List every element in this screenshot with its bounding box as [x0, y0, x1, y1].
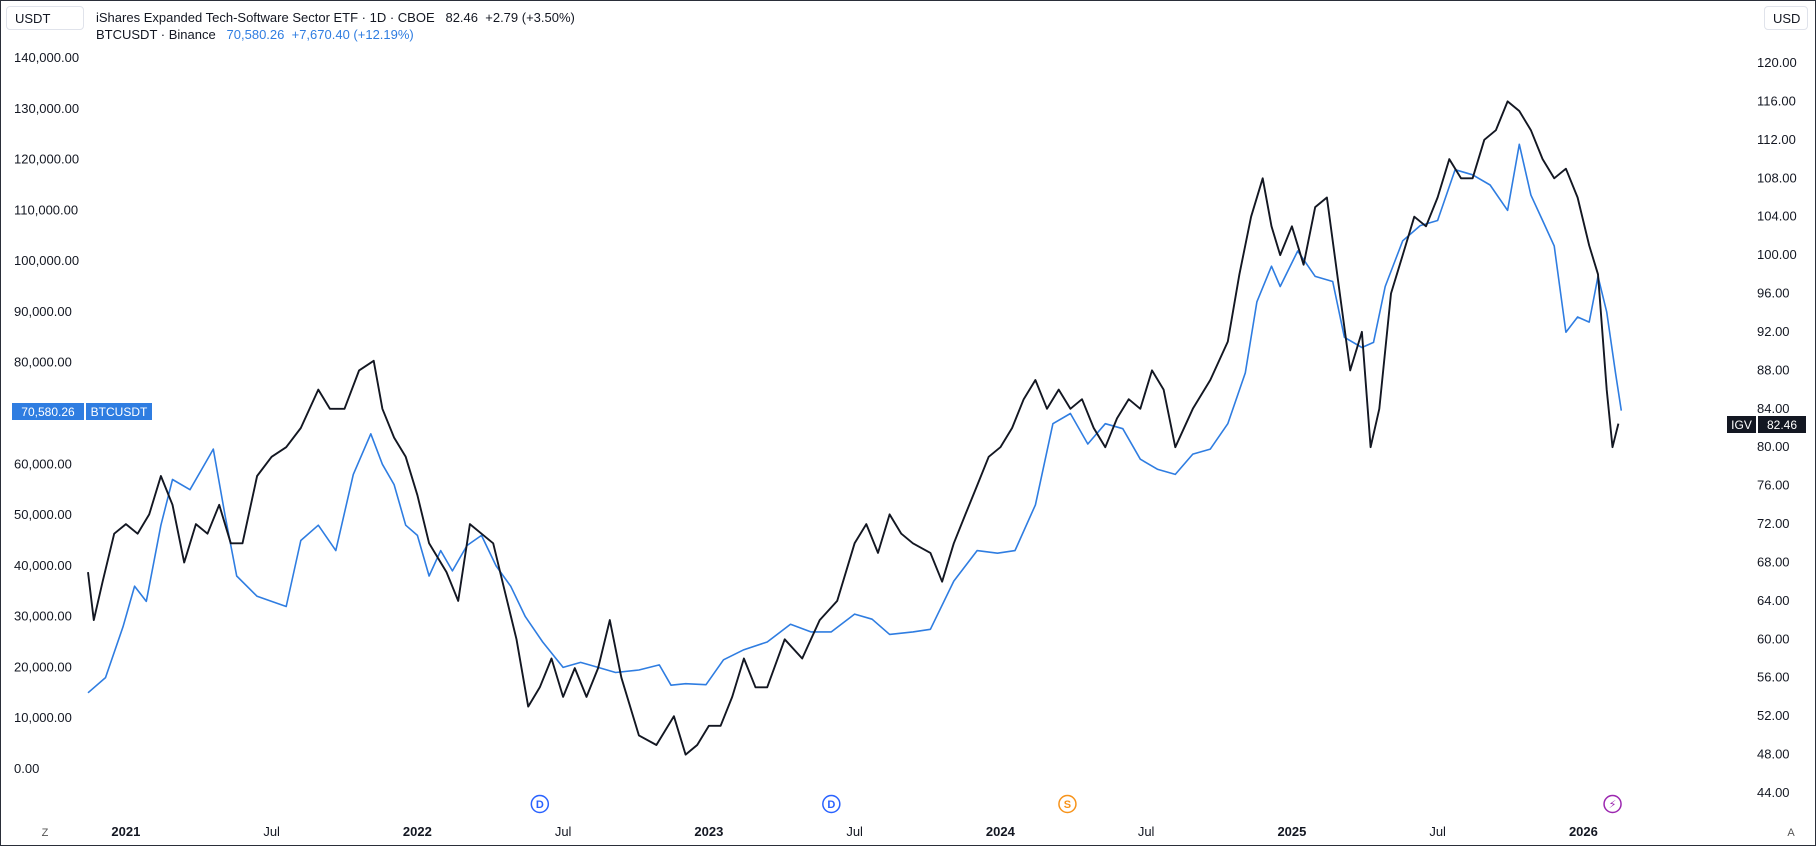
- right-axis-tick-label: 96.00: [1757, 286, 1790, 301]
- event-marker-letter: S: [1064, 799, 1071, 811]
- right-axis-tick-label: 88.00: [1757, 362, 1790, 377]
- right-axis-tick-label: 84.00: [1757, 401, 1790, 416]
- time-axis-tick-label: 2026: [1569, 824, 1598, 839]
- right-axis-tick-label: 48.00: [1757, 747, 1790, 762]
- left-axis-tick-label: 120,000.00: [14, 152, 79, 167]
- time-axis-tick-label: 2024: [986, 824, 1016, 839]
- btc-price-tag-value: 70,580.26: [21, 405, 75, 419]
- right-axis-tick-label: 44.00: [1757, 785, 1790, 800]
- legend-igv-price: 82.46: [445, 10, 479, 25]
- right-axis-tick-label: 52.00: [1757, 708, 1790, 723]
- btc-price-tag-box: [12, 403, 84, 420]
- igv-price-tag-label: IGV: [1731, 418, 1752, 432]
- legend-igv-title: iShares Expanded Tech-Software Sector ET…: [96, 10, 435, 25]
- time-axis-tick-label: Jul: [846, 824, 863, 839]
- right-axis-tick-label: 68.00: [1757, 554, 1790, 569]
- left-axis-tick-label: 90,000.00: [14, 304, 72, 319]
- legend-btcusdt-price: 70,580.26: [226, 27, 285, 42]
- event-marker-letter: ⚡: [1609, 799, 1617, 811]
- series-line-igv[interactable]: [87, 100, 1620, 756]
- event-marker-circle: [822, 794, 841, 814]
- right-axis-tick-label: 104.00: [1757, 209, 1797, 224]
- time-axis-tick-label: Jul: [1138, 824, 1155, 839]
- right-axis-tick-label: 92.00: [1757, 324, 1790, 339]
- right-axis-tick-label: 76.00: [1757, 478, 1790, 493]
- event-marker[interactable]: D: [822, 794, 841, 814]
- event-marker[interactable]: D: [530, 794, 550, 814]
- event-marker-letter: D: [536, 799, 544, 811]
- left-axis-tick-label: 0.00: [14, 761, 39, 776]
- legend-igv-change: +2.79 (+3.50%): [485, 10, 575, 25]
- event-marker[interactable]: S: [1058, 794, 1077, 814]
- right-currency-selector[interactable]: USD: [1764, 6, 1808, 30]
- left-axis-tick-label: 60,000.00: [14, 456, 72, 471]
- series-layer: [87, 100, 1623, 756]
- series-line-btcusdt[interactable]: [87, 143, 1623, 694]
- legend-btcusdt-change: +7,670.40 (+12.19%): [291, 27, 414, 42]
- right-axis-tick-label: 64.00: [1757, 593, 1790, 608]
- time-axis-tick-label: Jul: [263, 824, 280, 839]
- left-price-axis[interactable]: 140,000.00 130,000.00 120,000.00 110,000.00…: [14, 50, 79, 776]
- legend-igv[interactable]: iShares Expanded Tech-Software Sector ET…: [96, 10, 575, 25]
- event-marker-circle: [530, 794, 550, 814]
- left-axis-tick-label: 50,000.00: [14, 507, 72, 522]
- btc-price-tag-label: BTCUSDT: [91, 405, 148, 419]
- timezone-button[interactable]: Z: [41, 827, 49, 839]
- right-price-axis[interactable]: 120.00 116.00 112.00 108.00 104.00 100.00 96.0…: [1757, 55, 1797, 800]
- legend-btcusdt[interactable]: BTCUSDT · Binance 70,580.26 +7,670.40 (+…: [96, 27, 414, 42]
- left-axis-tick-label: 20,000.00: [14, 659, 72, 674]
- left-axis-tick-label: 30,000.00: [14, 609, 72, 624]
- right-axis-tick-label: 80.00: [1757, 439, 1790, 454]
- time-axis-tick-label: 2025: [1277, 824, 1306, 839]
- time-axis[interactable]: 2021 Jul 2022 Jul 2023 Jul 2024 Jul 2025 Jul 2026: [111, 824, 1597, 839]
- event-marker[interactable]: ⚡: [1603, 794, 1622, 814]
- time-axis-tick-label: Jul: [555, 824, 572, 839]
- legend-btcusdt-title: BTCUSDT · Binance: [96, 27, 216, 42]
- right-axis-tick-label: 112.00: [1757, 132, 1796, 147]
- right-axis-tick-label: 100.00: [1757, 247, 1797, 262]
- igv-price-tag: IGV 82.46: [1727, 416, 1806, 433]
- time-axis-tick-label: 2022: [403, 824, 432, 839]
- left-axis-tick-label: 110,000.00: [14, 202, 78, 217]
- event-marker-circle: [1603, 794, 1622, 814]
- left-axis-tick-label: 100,000.00: [14, 253, 79, 268]
- event-marker-letter: D: [827, 799, 835, 811]
- left-axis-tick-label: 130,000.00: [14, 101, 79, 116]
- left-axis-tick-label: 80,000.00: [14, 355, 72, 370]
- right-axis-tick-label: 60.00: [1757, 631, 1790, 646]
- auto-scale-button[interactable]: A: [1787, 827, 1795, 839]
- igv-label-tag-box: [1727, 416, 1756, 433]
- right-axis-tick-label: 108.00: [1757, 170, 1797, 185]
- igv-price-tag-box: [1758, 416, 1806, 433]
- time-axis-tick-label: 2023: [694, 824, 723, 839]
- btc-label-tag-box: [86, 403, 152, 420]
- event-marker-circle: [1058, 794, 1077, 814]
- right-axis-tick-label: 116.00: [1757, 93, 1796, 108]
- right-axis-tick-label: 72.00: [1757, 516, 1790, 531]
- left-currency-selector[interactable]: USDT: [6, 6, 84, 30]
- right-axis-tick-label: 120.00: [1757, 55, 1797, 70]
- time-axis-tick-label: 2021: [111, 824, 140, 839]
- event-markers: D D S ⚡: [530, 794, 1622, 814]
- right-axis-tick-label: 56.00: [1757, 670, 1790, 685]
- left-axis-tick-label: 40,000.00: [14, 558, 72, 573]
- time-axis-tick-label: Jul: [1429, 824, 1446, 839]
- left-axis-tick-label: 10,000.00: [14, 710, 72, 725]
- btc-price-tag: 70,580.26 BTCUSDT: [12, 403, 152, 420]
- left-axis-tick-label: 140,000.00: [14, 50, 79, 65]
- igv-price-tag-value: 82.46: [1767, 418, 1797, 432]
